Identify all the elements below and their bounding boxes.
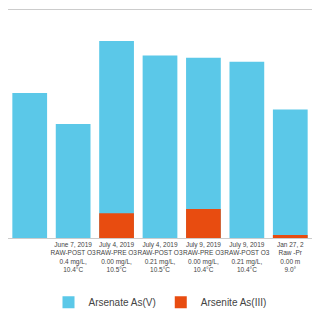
svg-text:Arsenite As(III): Arsenite As(III): [201, 297, 267, 308]
svg-text:July 9, 2019RAW-PRE O30.00 mg/: July 9, 2019RAW-PRE O30.00 mg/L,10.4°C: [183, 241, 224, 273]
svg-text:July 4, 2019RAW-POST O30.21 mg: July 4, 2019RAW-POST O30.21 mg/L,10.5°C: [137, 241, 182, 273]
svg-text:Arsenate As(V): Arsenate As(V): [89, 297, 156, 308]
svg-text:June 7, 2019RAW-POST O30.4 mg/: June 7, 2019RAW-POST O30.4 mg/L,10.4°C: [51, 241, 96, 273]
svg-text:July 4, 2019RAW-PRE O30.00 mg/: July 4, 2019RAW-PRE O30.00 mg/L,10.5°C: [96, 241, 137, 273]
svg-text:Jan 27, 2Raw -Pr0.00 m9.0°: Jan 27, 2Raw -Pr0.00 m9.0°: [277, 241, 304, 273]
svg-text:July 9, 2019RAW-POST O30.21 mg: July 9, 2019RAW-POST O30.21 mg/L,10.4°C: [224, 241, 269, 273]
